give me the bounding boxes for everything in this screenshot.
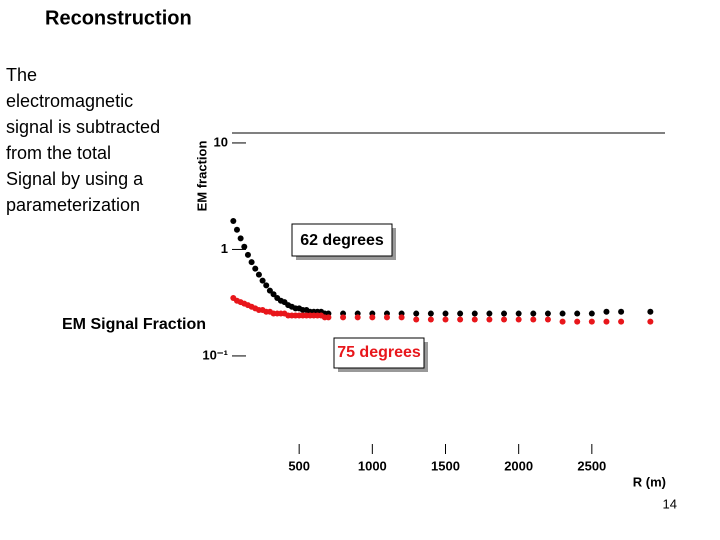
data-point xyxy=(230,217,237,224)
body-line: The xyxy=(6,65,37,85)
data-point xyxy=(237,235,244,242)
data-point xyxy=(544,310,551,317)
data-point xyxy=(486,316,493,323)
data-point xyxy=(457,310,464,317)
data-point xyxy=(427,316,434,323)
data-point xyxy=(574,318,581,325)
body-line: signal is subtracted xyxy=(6,117,160,137)
x-tick-label: 2500 xyxy=(577,458,606,473)
slide-title: Reconstruction xyxy=(45,7,192,29)
data-point xyxy=(530,310,537,317)
x-tick-label: 2000 xyxy=(504,458,533,473)
legend-box xyxy=(333,337,425,369)
data-point xyxy=(413,310,420,317)
data-point xyxy=(263,282,270,289)
data-point xyxy=(457,316,464,323)
body-line: Signal by using a xyxy=(6,169,144,189)
data-point xyxy=(259,277,266,284)
data-point xyxy=(369,314,376,321)
y-tick-label: 10⁻¹ xyxy=(202,347,228,362)
data-point xyxy=(603,308,610,315)
data-point xyxy=(647,308,654,315)
data-point xyxy=(515,310,522,317)
data-point xyxy=(530,316,537,323)
data-point xyxy=(252,265,259,272)
data-point xyxy=(574,310,581,317)
data-point xyxy=(233,226,240,233)
y-axis-label: EM fraction xyxy=(194,141,209,212)
data-point xyxy=(559,310,566,317)
data-point xyxy=(559,318,566,325)
body-line: from the total xyxy=(6,143,111,163)
y-tick-label: 10 xyxy=(214,134,228,149)
data-point xyxy=(248,259,255,266)
data-point xyxy=(354,314,361,321)
x-tick-label: 1000 xyxy=(358,458,387,473)
legend: 62 degrees 75 degrees xyxy=(291,223,428,372)
data-point xyxy=(515,316,522,323)
data-point xyxy=(241,243,248,250)
data-point xyxy=(618,308,625,315)
data-point xyxy=(501,310,508,317)
data-point xyxy=(325,314,332,321)
body-line: parameterization xyxy=(6,195,140,215)
caption: EM Signal Fraction xyxy=(62,316,206,333)
data-point xyxy=(442,310,449,317)
data-point xyxy=(501,316,508,323)
legend-box xyxy=(291,223,393,257)
data-point xyxy=(544,316,551,323)
data-point xyxy=(471,310,478,317)
data-point xyxy=(486,310,493,317)
data-point xyxy=(340,314,347,321)
body-line: electromagnetic xyxy=(6,91,133,111)
x-tick-label: 500 xyxy=(288,458,310,473)
legend-label: 62 degrees xyxy=(300,232,384,249)
data-point xyxy=(255,271,262,278)
data-point xyxy=(244,251,251,258)
data-point xyxy=(442,316,449,323)
data-point xyxy=(413,316,420,323)
data-point xyxy=(603,318,610,325)
y-tick-label: 1 xyxy=(221,241,228,256)
data-point xyxy=(588,318,595,325)
legend-label: 75 degrees xyxy=(337,344,421,361)
slide-body: The electromagnetic signal is subtracted fr… xyxy=(6,65,160,215)
data-point xyxy=(618,318,625,325)
data-point xyxy=(383,314,390,321)
page-number: 14 xyxy=(663,496,677,511)
data-point xyxy=(471,316,478,323)
data-point xyxy=(588,310,595,317)
data-point xyxy=(270,291,277,298)
x-tick-label: 1500 xyxy=(431,458,460,473)
data-point xyxy=(427,310,434,317)
data-point xyxy=(647,318,654,325)
x-axis-label: R (m) xyxy=(633,474,666,489)
data-point xyxy=(398,314,405,321)
